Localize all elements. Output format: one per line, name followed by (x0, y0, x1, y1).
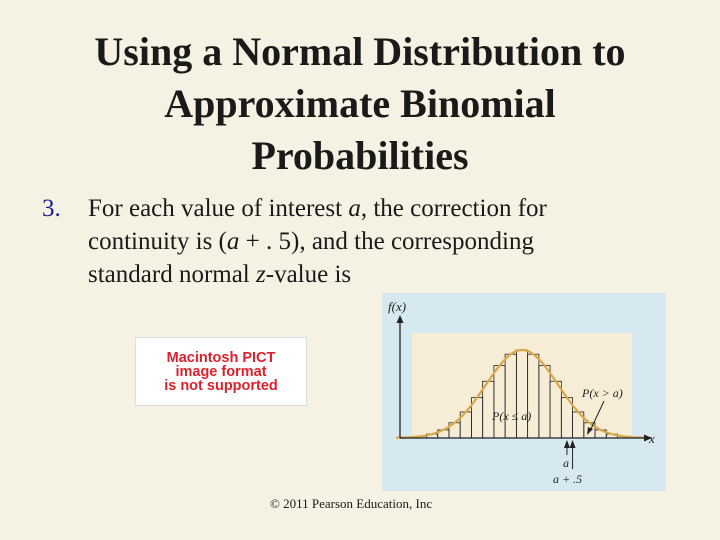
text-run: standard normal (88, 261, 257, 288)
x-axis-arrow (644, 434, 652, 442)
variable-a: a (226, 228, 240, 255)
y-axis-arrow (396, 315, 404, 323)
text-run: continuity is ( (88, 228, 227, 255)
marker-a-plus-label: a + .5 (553, 472, 582, 486)
title-line-1: Using a Normal Distribution to (94, 29, 626, 74)
unsupported-image-placeholder: Macintosh PICT image format is not suppo… (135, 337, 307, 406)
label-p-greater: P(x > a) (581, 386, 623, 400)
text-run: + . 5), and the corresponding (239, 228, 534, 255)
point-body: For each value of interest a, the correc… (88, 192, 682, 291)
pict-line-2: image format (175, 363, 267, 380)
y-axis-label: f(x) (388, 299, 406, 314)
title-line-3: Probabilities (251, 133, 469, 178)
point-line-3: standard normal z-value is (88, 258, 682, 291)
normal-approximation-figure: f(x) x P(x > a) P(x ≤ a) a a + .5 (382, 293, 666, 491)
variable-a: a (348, 195, 361, 222)
marker-a-label: a (563, 456, 569, 470)
point-number: 3. (42, 195, 61, 222)
marker-a-arrow (563, 440, 570, 448)
slide-title: Using a Normal Distribution to Approxima… (40, 26, 680, 182)
figure-svg: f(x) x P(x > a) P(x ≤ a) a a + .5 (382, 293, 666, 491)
title-line-2: Approximate Binomial (164, 81, 556, 126)
normal-curve (395, 348, 647, 439)
variable-z: z (256, 261, 266, 288)
numbered-point: 3. For each value of interest a, the cor… (42, 192, 682, 291)
point-line-2: continuity is (a + . 5), and the corresp… (88, 225, 682, 258)
text-run: For each value of interest (88, 195, 349, 222)
text-run: -value is (265, 261, 352, 288)
marker-a-plus-arrow (569, 440, 576, 448)
pict-line-1: Macintosh PICT (166, 349, 276, 366)
text-run: , the correction for (360, 195, 547, 222)
leader-p-greater-arrow (587, 427, 593, 435)
copyright-notice: © 2011 Pearson Education, Inc (270, 496, 433, 511)
label-p-less-equal: P(x ≤ a) (491, 409, 531, 423)
x-axis-label: x (648, 431, 655, 446)
pict-line-3: is not supported (164, 377, 278, 394)
leader-p-greater (589, 400, 605, 432)
point-line-1: For each value of interest a, the correc… (88, 192, 682, 225)
